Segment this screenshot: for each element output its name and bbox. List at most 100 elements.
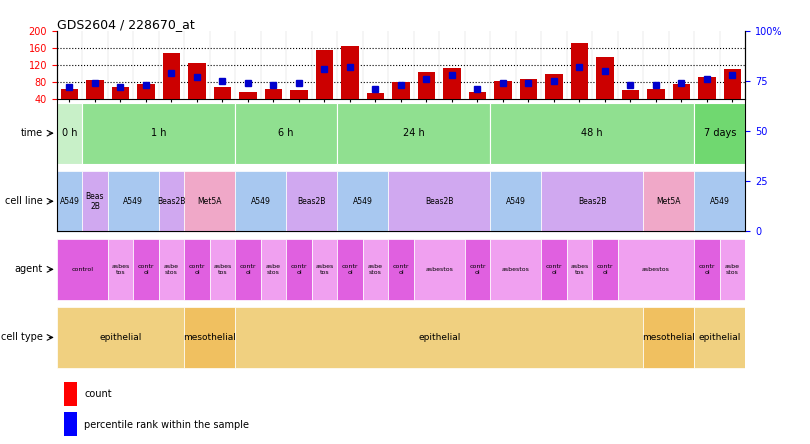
Text: count: count [84, 389, 112, 399]
FancyBboxPatch shape [57, 170, 82, 232]
Bar [290, 203, 308, 231]
FancyBboxPatch shape [184, 307, 235, 368]
Text: Beas
2B: Beas 2B [86, 191, 104, 211]
Text: control: control [71, 267, 93, 272]
Text: 6 h: 6 h [279, 128, 294, 138]
Text: epithelial: epithelial [100, 333, 142, 342]
Bar [672, 187, 690, 231]
Text: contr
ol: contr ol [699, 264, 715, 275]
Bar [545, 156, 563, 231]
Text: GDS2604 / 228670_at: GDS2604 / 228670_at [57, 18, 194, 31]
Bar [265, 202, 283, 231]
Bar [341, 75, 359, 231]
Text: A549: A549 [123, 197, 143, 206]
FancyBboxPatch shape [388, 170, 490, 232]
Text: contr
ol: contr ol [342, 264, 358, 275]
Text: mesothelial: mesothelial [642, 333, 695, 342]
FancyBboxPatch shape [57, 103, 82, 164]
Text: A549: A549 [59, 197, 79, 206]
Bar [137, 187, 155, 231]
Bar [647, 202, 665, 231]
Text: asbe
stos: asbe stos [266, 264, 281, 275]
Bar [64, 382, 78, 405]
Text: A549: A549 [710, 197, 730, 206]
Text: 7 days: 7 days [704, 128, 736, 138]
Text: epithelial: epithelial [418, 333, 460, 342]
FancyBboxPatch shape [720, 239, 745, 300]
FancyBboxPatch shape [541, 170, 643, 232]
Text: contr
ol: contr ol [597, 264, 613, 275]
Bar [494, 178, 512, 231]
FancyBboxPatch shape [567, 239, 592, 300]
FancyBboxPatch shape [337, 103, 490, 164]
Bar [468, 209, 486, 231]
FancyBboxPatch shape [592, 239, 618, 300]
Text: epithelial: epithelial [698, 333, 741, 342]
Text: asbes
tos: asbes tos [213, 264, 232, 275]
Text: mesothelial: mesothelial [183, 333, 237, 342]
Text: asbestos: asbestos [501, 267, 530, 272]
Text: cell line: cell line [5, 196, 43, 206]
FancyBboxPatch shape [108, 170, 159, 232]
FancyBboxPatch shape [643, 170, 694, 232]
Text: contr
ol: contr ol [393, 264, 409, 275]
FancyBboxPatch shape [618, 239, 694, 300]
Text: contr
ol: contr ol [240, 264, 256, 275]
FancyBboxPatch shape [235, 170, 286, 232]
Text: asbe
stos: asbe stos [368, 264, 383, 275]
Text: agent: agent [15, 264, 43, 274]
Text: Beas2B: Beas2B [425, 197, 454, 206]
FancyBboxPatch shape [210, 239, 235, 300]
Text: asbestos: asbestos [425, 267, 453, 272]
FancyBboxPatch shape [643, 307, 694, 368]
Bar [214, 196, 232, 231]
Bar [316, 87, 334, 231]
FancyBboxPatch shape [363, 239, 388, 300]
Text: asbe
stos: asbe stos [164, 264, 179, 275]
Bar [366, 212, 385, 231]
Bar [570, 66, 588, 231]
Text: asbe
stos: asbe stos [725, 264, 740, 275]
Text: 48 h: 48 h [582, 128, 603, 138]
FancyBboxPatch shape [388, 239, 414, 300]
FancyBboxPatch shape [57, 307, 184, 368]
FancyBboxPatch shape [159, 239, 184, 300]
FancyBboxPatch shape [159, 170, 184, 232]
FancyBboxPatch shape [235, 103, 337, 164]
FancyBboxPatch shape [57, 239, 108, 300]
FancyBboxPatch shape [490, 103, 694, 164]
FancyBboxPatch shape [235, 239, 261, 300]
Text: cell type: cell type [1, 333, 43, 342]
FancyBboxPatch shape [261, 239, 286, 300]
Bar [112, 196, 130, 231]
Text: asbestos: asbestos [642, 267, 670, 272]
Text: 0 h: 0 h [62, 128, 77, 138]
Text: Met5A: Met5A [198, 197, 222, 206]
Bar [392, 181, 410, 231]
Text: A549: A549 [251, 197, 271, 206]
Bar [61, 202, 79, 231]
Text: time: time [21, 128, 43, 138]
FancyBboxPatch shape [694, 170, 745, 232]
Text: contr
ol: contr ol [291, 264, 307, 275]
FancyBboxPatch shape [694, 103, 745, 164]
FancyBboxPatch shape [337, 239, 363, 300]
Bar [698, 166, 716, 231]
Text: A549: A549 [353, 197, 373, 206]
Bar [596, 109, 614, 231]
FancyBboxPatch shape [694, 239, 720, 300]
Text: 24 h: 24 h [403, 128, 424, 138]
FancyBboxPatch shape [490, 239, 541, 300]
FancyBboxPatch shape [312, 239, 337, 300]
Text: asbes
tos: asbes tos [111, 264, 130, 275]
FancyBboxPatch shape [108, 239, 133, 300]
Text: A549: A549 [505, 197, 526, 206]
Text: contr
ol: contr ol [189, 264, 205, 275]
Text: Beas2B: Beas2B [578, 197, 607, 206]
FancyBboxPatch shape [286, 170, 337, 232]
Bar [64, 412, 78, 436]
FancyBboxPatch shape [286, 239, 312, 300]
FancyBboxPatch shape [490, 170, 541, 232]
Bar [723, 143, 741, 231]
Bar [163, 96, 181, 231]
